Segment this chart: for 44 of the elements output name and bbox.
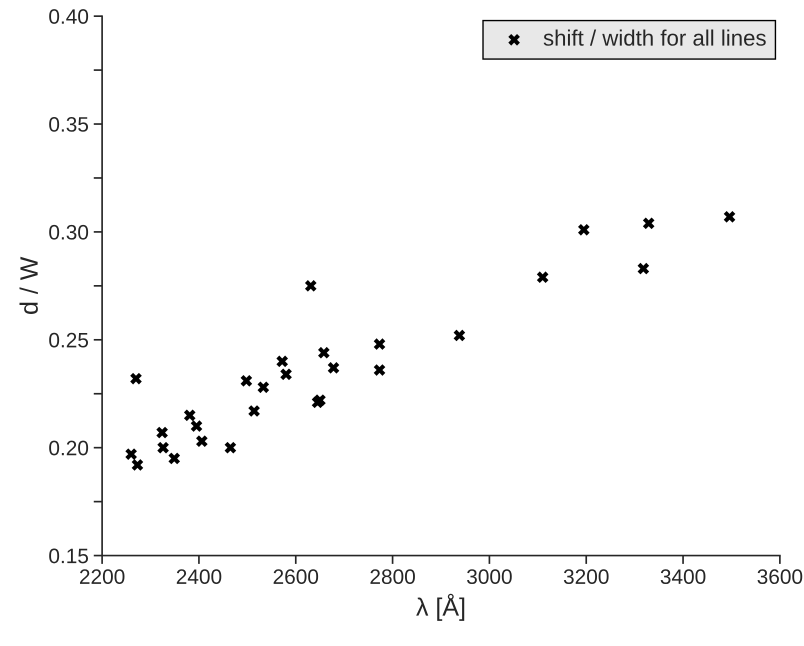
y-tick-label: 0.40 xyxy=(49,9,88,24)
point xyxy=(638,262,650,274)
point xyxy=(536,271,548,284)
point xyxy=(132,459,144,471)
point xyxy=(304,280,317,292)
point xyxy=(374,338,386,350)
point xyxy=(156,426,168,438)
point xyxy=(240,374,252,387)
y-tick-label: 0.25 xyxy=(49,332,88,348)
x-tick-label: 2800 xyxy=(370,569,415,584)
point xyxy=(724,211,736,223)
x-tick-label: 2600 xyxy=(274,569,318,584)
point xyxy=(196,435,208,448)
point xyxy=(168,452,180,464)
legend-label: shift / width for all lines xyxy=(544,29,766,46)
point xyxy=(314,394,326,406)
point xyxy=(190,420,202,432)
x-tick-label: 3200 xyxy=(564,569,609,584)
point xyxy=(224,442,236,454)
y-tick-label: 0.35 xyxy=(49,117,88,132)
point xyxy=(374,364,386,376)
point xyxy=(280,368,292,380)
y-tick-label: 0.20 xyxy=(49,440,88,456)
point xyxy=(125,448,137,460)
point xyxy=(184,410,196,422)
point xyxy=(276,356,288,368)
y-tick-label: 0.30 xyxy=(49,224,88,240)
y-axis-title: d / W xyxy=(20,256,38,314)
point xyxy=(318,346,330,359)
point xyxy=(454,330,466,342)
x-tick-label: 2400 xyxy=(176,569,222,584)
x-tick-label: 3400 xyxy=(660,569,706,584)
x-tick-label: 3000 xyxy=(467,569,512,584)
point xyxy=(328,362,340,374)
y-tick-label: 0.15 xyxy=(49,548,88,564)
x-axis-title: λ [Å] xyxy=(416,594,464,621)
point xyxy=(258,381,270,394)
point xyxy=(130,372,142,384)
x-tick-label: 3600 xyxy=(758,569,802,584)
point xyxy=(248,405,260,417)
point xyxy=(642,217,654,230)
point xyxy=(157,442,169,454)
x-tick-label: 2200 xyxy=(80,569,124,584)
point xyxy=(578,224,590,236)
